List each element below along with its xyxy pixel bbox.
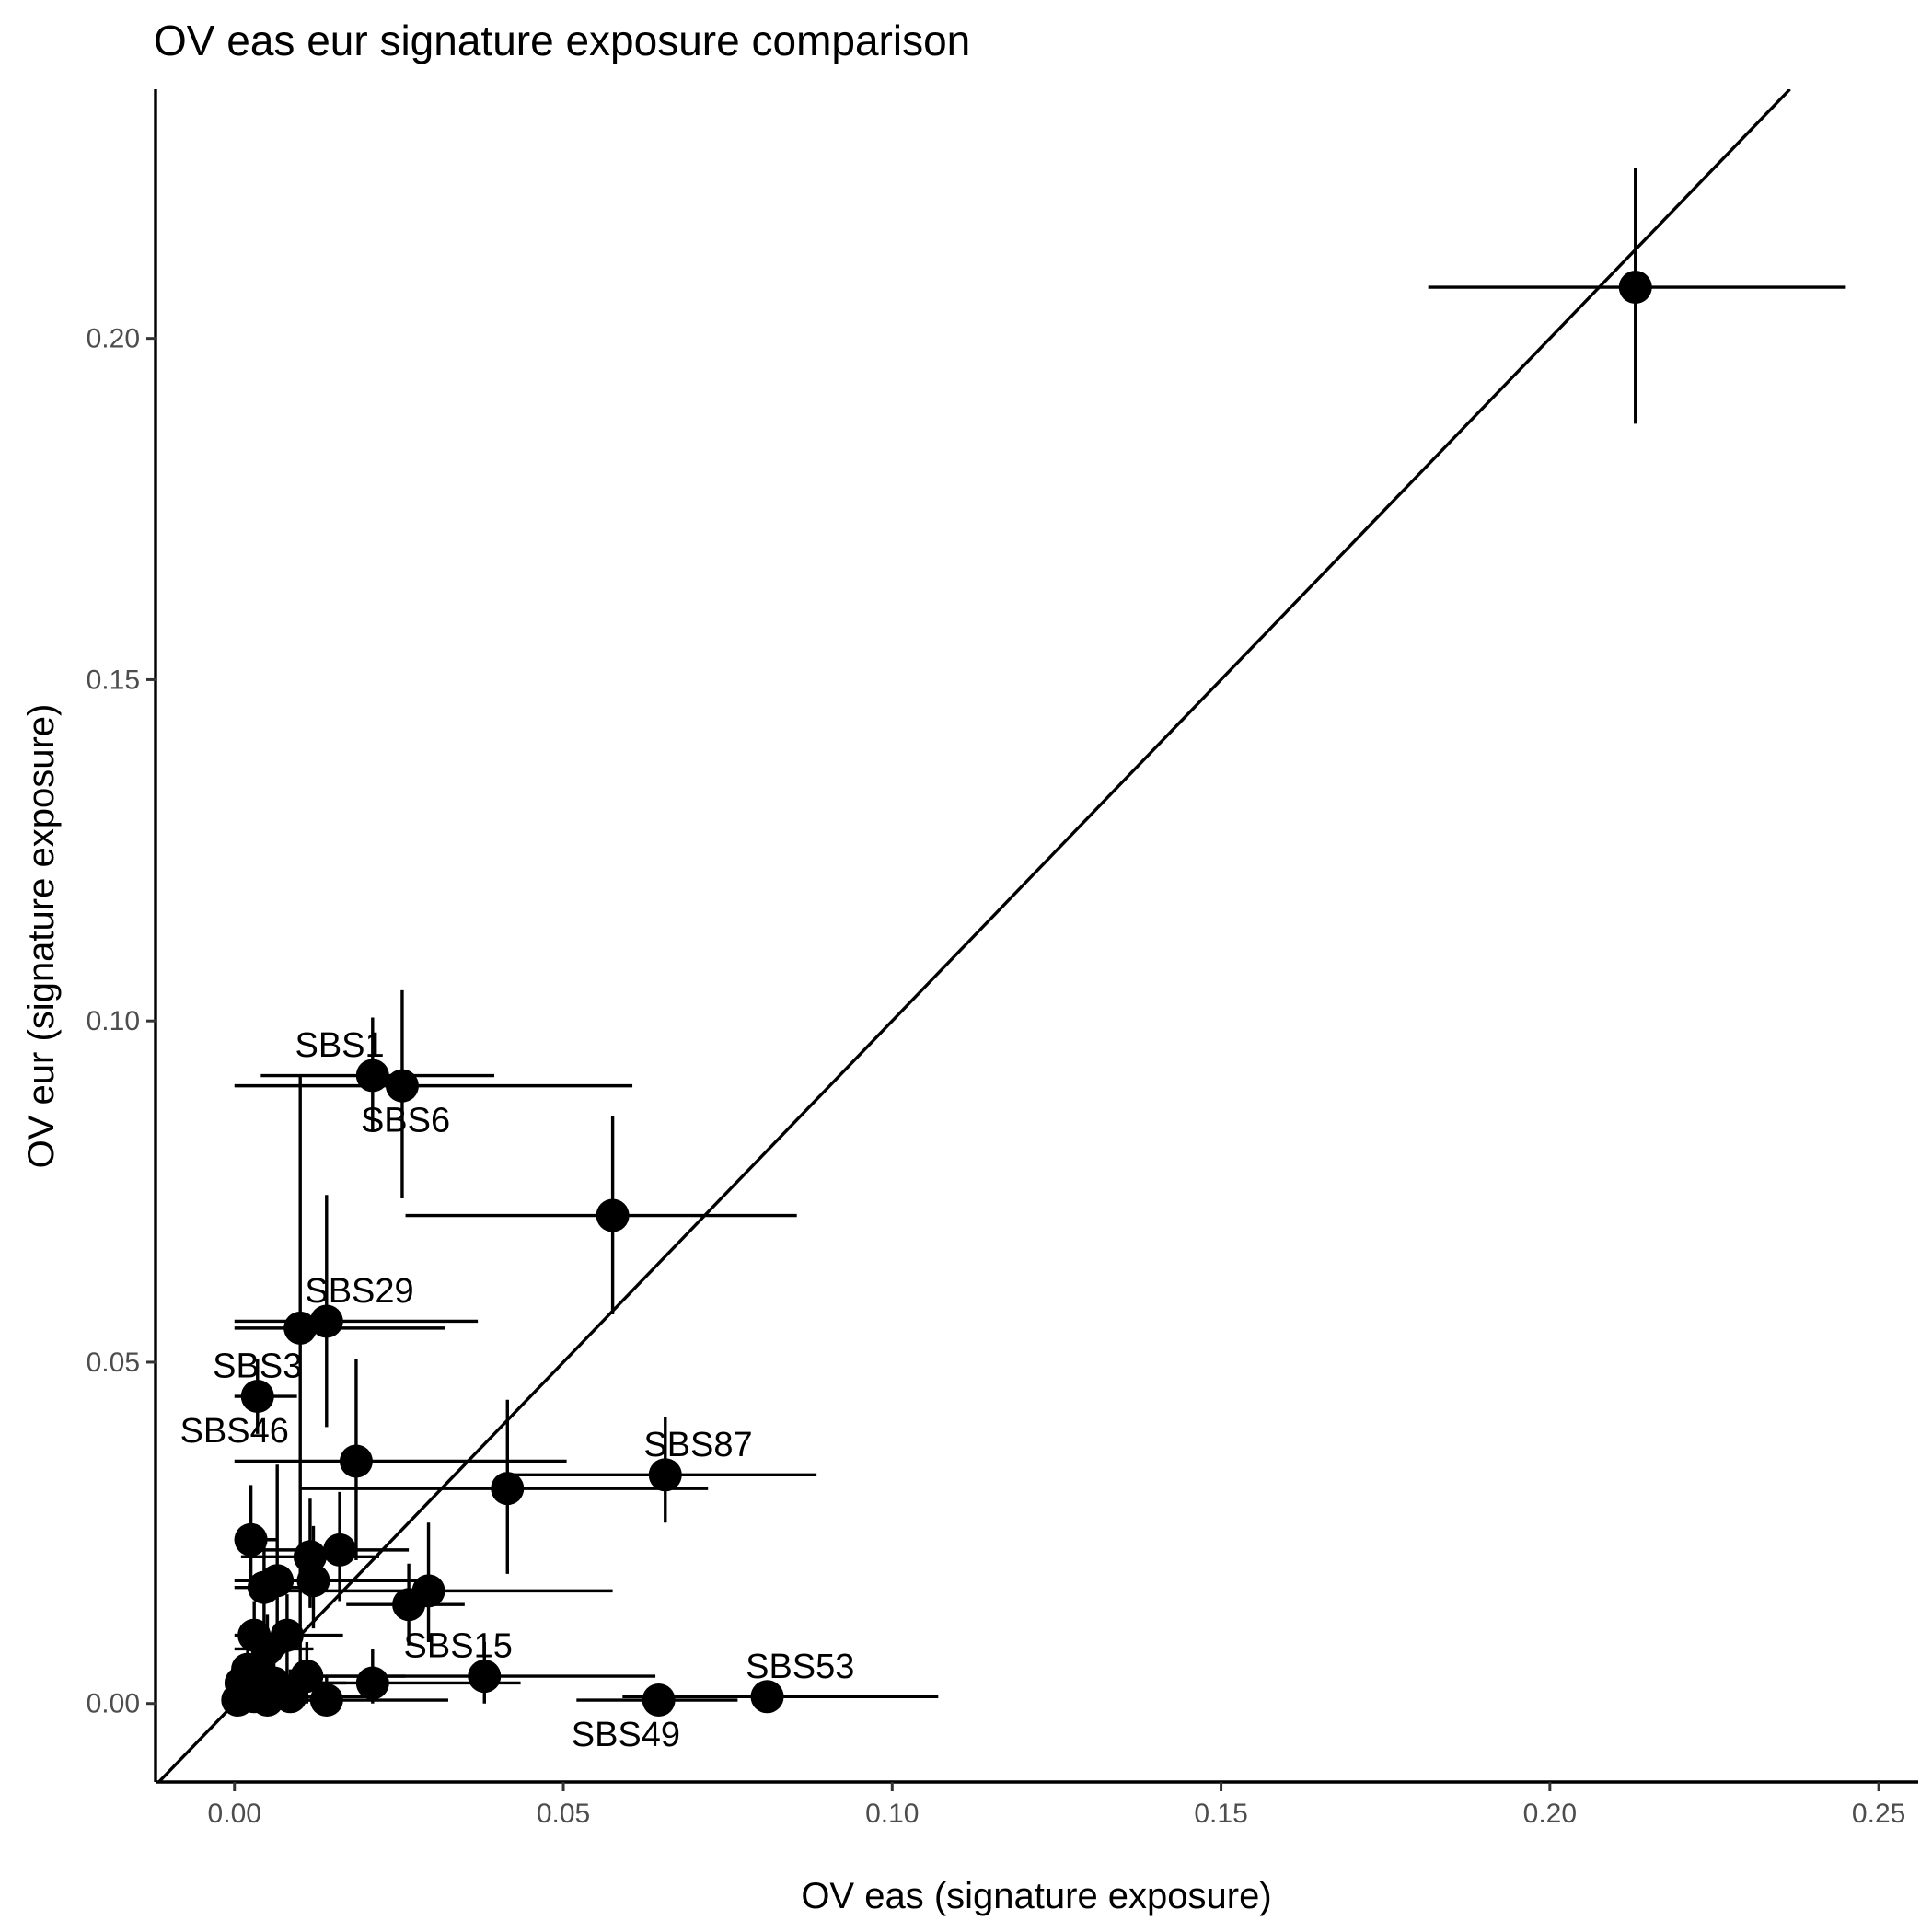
data-point <box>355 1666 389 1700</box>
data-point <box>1618 271 1652 305</box>
chart-title: OV eas eur signature exposure comparison <box>154 17 970 64</box>
error-bar-layer <box>234 168 1846 1704</box>
data-point <box>283 1311 318 1345</box>
y-tick-label: 0.00 <box>87 1689 140 1719</box>
data-point <box>596 1198 630 1232</box>
y-tick-label: 0.20 <box>87 324 140 354</box>
data-point <box>385 1069 419 1103</box>
data-point <box>234 1522 268 1556</box>
x-tick-label: 0.20 <box>1523 1799 1577 1829</box>
point-label: SBS53 <box>746 1648 854 1686</box>
x-tick-label: 0.05 <box>537 1799 590 1829</box>
x-tick-label: 0.25 <box>1852 1799 1905 1829</box>
point-label: SBS49 <box>572 1716 680 1754</box>
x-tick-label: 0.15 <box>1194 1799 1247 1829</box>
data-point <box>309 1304 343 1338</box>
point-label: SBS6 <box>361 1102 450 1140</box>
x-tick-label: 0.10 <box>865 1799 919 1829</box>
data-point <box>240 1380 274 1414</box>
data-point <box>323 1533 357 1567</box>
data-point <box>355 1059 389 1093</box>
x-tick-label: 0.00 <box>208 1799 261 1829</box>
x-axis-label: OV eas (signature exposure) <box>801 1876 1271 1916</box>
point-layer <box>221 271 1652 1718</box>
identity-reference-line <box>156 89 1791 1782</box>
reference-line-layer <box>156 89 1791 1782</box>
data-point <box>468 1660 502 1694</box>
data-point <box>392 1588 426 1622</box>
point-label: SBS15 <box>404 1627 513 1666</box>
y-tick-label: 0.15 <box>87 665 140 695</box>
y-axis-label: OV eur (signature exposure) <box>21 704 62 1169</box>
y-tick-label: 0.05 <box>87 1348 140 1378</box>
data-point <box>339 1444 373 1478</box>
data-point <box>250 1632 284 1666</box>
data-point <box>296 1564 330 1598</box>
data-point <box>247 1570 281 1604</box>
data-point <box>491 1472 525 1506</box>
point-label: SBS1 <box>295 1026 384 1065</box>
data-point <box>750 1680 784 1714</box>
y-tick-label: 0.10 <box>87 1006 140 1036</box>
data-point <box>648 1458 682 1492</box>
data-point <box>309 1683 343 1718</box>
data-point <box>642 1683 676 1718</box>
data-point <box>244 1662 278 1696</box>
point-label: SBS3 <box>213 1348 302 1386</box>
axes: 0.00 0.05 0.10 0.15 0.20 0.25 0.00 0.05 0.10 0.15… <box>87 89 1918 1829</box>
point-label: SBS87 <box>643 1426 752 1464</box>
point-label: SBS29 <box>305 1272 413 1311</box>
point-label: SBS46 <box>180 1412 289 1451</box>
